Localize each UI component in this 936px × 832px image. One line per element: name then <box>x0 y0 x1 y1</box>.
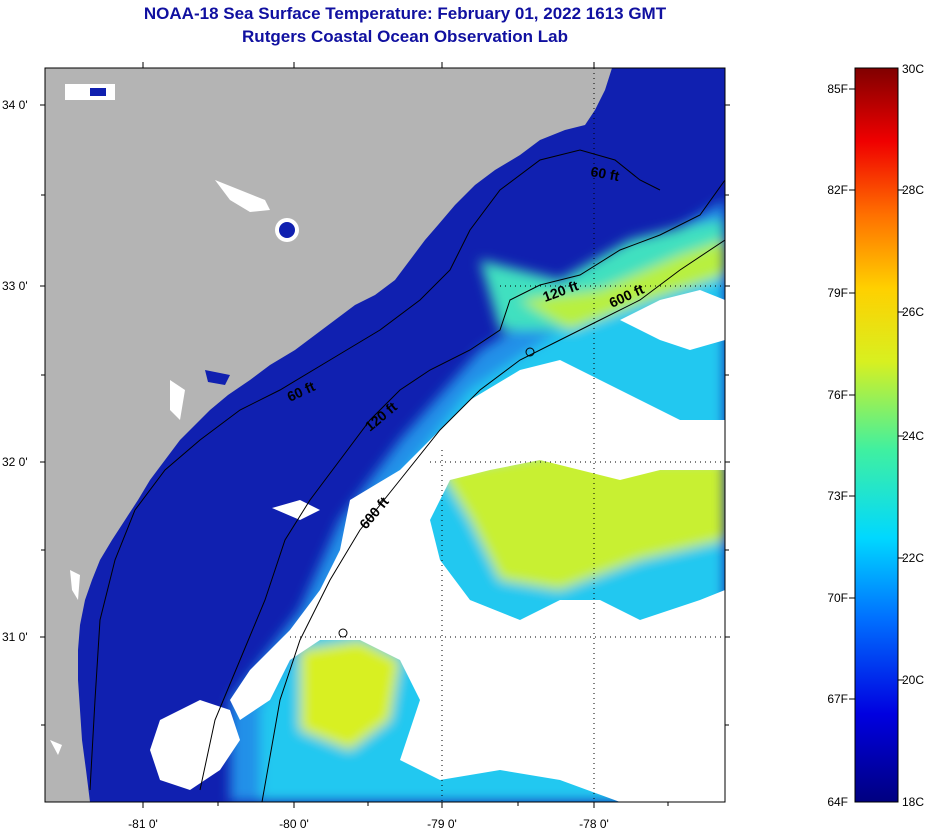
scale-f-85: 85F <box>827 82 848 96</box>
scale-f-76: 76F <box>827 388 848 402</box>
scale-c-20: 20C <box>902 673 924 687</box>
lon-label-80: -80 0' <box>279 817 309 831</box>
scale-c-18: 18C <box>902 795 924 809</box>
contour-120ft <box>199 179 725 791</box>
contour-label-60ft-north: 60 ft <box>589 163 620 184</box>
scale-f-64: 64F <box>827 795 848 809</box>
lon-label-79: -79 0' <box>427 817 457 831</box>
depth-contours <box>89 149 725 802</box>
scale-f-73: 73F <box>827 489 848 503</box>
lat-label-33: 33 0' <box>2 279 28 293</box>
lon-label-81: -81 0' <box>128 817 158 831</box>
scale-c-26: 26C <box>902 305 924 319</box>
axis-ticks <box>40 62 730 808</box>
map-area <box>45 68 725 802</box>
scale-f-70: 70F <box>827 591 848 605</box>
scale-f-82: 82F <box>827 183 848 197</box>
scale-c-24: 24C <box>902 429 924 443</box>
lat-label-34: 34 0' <box>2 98 28 112</box>
map-subtitle: Rutgers Coastal Ocean Observation Lab <box>242 27 568 46</box>
lat-label-32: 32 0' <box>2 455 28 469</box>
longitude-labels: -81 0' -80 0' -79 0' -78 0' <box>128 817 609 831</box>
color-scale-gradient <box>854 67 899 803</box>
scale-c-30: 30C <box>902 62 924 76</box>
map-frame <box>44 67 726 803</box>
graticule <box>290 68 725 802</box>
scale-c-28: 28C <box>902 183 924 197</box>
scale-c-22: 22C <box>902 551 924 565</box>
lon-label-78: -78 0' <box>579 817 609 831</box>
inland-water <box>50 84 299 755</box>
scale-f-79: 79F <box>827 286 848 300</box>
coastline-land <box>45 68 612 802</box>
color-scale-bar: 85F 82F 79F 76F 73F 70F 67F 64F 30C 28C … <box>827 62 924 809</box>
contour-60ft <box>89 149 661 791</box>
contour-600ft <box>261 239 725 802</box>
map-title: NOAA-18 Sea Surface Temperature: Februar… <box>143 4 667 23</box>
scale-f-67: 67F <box>827 692 848 706</box>
lat-label-31: 31 0' <box>2 630 28 644</box>
latitude-labels: 34 0' 33 0' 32 0' 31 0' <box>2 98 28 644</box>
cloud-cover <box>150 290 725 802</box>
